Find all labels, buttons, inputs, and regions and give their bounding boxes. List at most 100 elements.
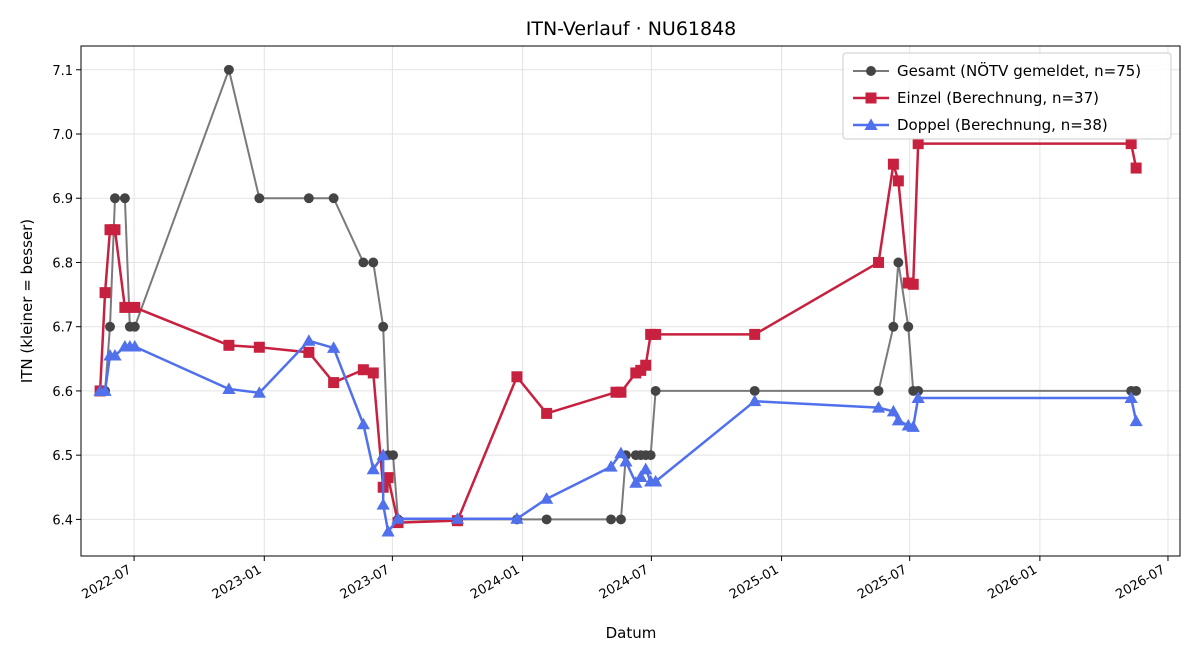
legend: Gesamt (NÖTV gemeldet, n=75) Einzel (Bere… xyxy=(842,52,1172,140)
data-point-einzel xyxy=(109,224,121,236)
grid-lines xyxy=(81,46,1180,556)
y-tick-label: 6.9 xyxy=(52,192,73,207)
x-tick-label: 2024-07 xyxy=(597,562,652,602)
data-point-doppel xyxy=(381,524,395,537)
data-point-einzel xyxy=(907,278,919,290)
data-point-gesamt xyxy=(358,257,369,268)
data-point-einzel xyxy=(912,138,924,150)
y-axis-label: ITN (kleiner = besser) xyxy=(18,219,36,383)
legend-marker-einzel xyxy=(865,92,877,104)
y-tick-label: 7.1 xyxy=(52,64,73,79)
data-point-doppel xyxy=(911,391,925,403)
y-tick-label: 6.4 xyxy=(52,513,73,528)
data-point-doppel xyxy=(1124,391,1138,403)
data-point-doppel xyxy=(128,340,142,352)
x-tick-label: 2026-01 xyxy=(985,562,1040,602)
data-point-einzel xyxy=(129,301,141,313)
data-point-einzel xyxy=(887,158,899,170)
data-point-gesamt xyxy=(254,193,265,204)
data-point-gesamt xyxy=(873,385,884,396)
legend-label-doppel: Doppel (Berechnung, n=38) xyxy=(897,116,1108,134)
data-point-einzel xyxy=(367,367,379,379)
data-point-gesamt xyxy=(893,257,904,268)
data-point-einzel xyxy=(99,287,111,299)
data-point-doppel xyxy=(540,492,554,504)
data-point-gesamt xyxy=(903,321,914,332)
data-point-doppel xyxy=(327,341,341,353)
data-point-doppel xyxy=(639,462,653,475)
data-point-gesamt xyxy=(1131,385,1142,396)
data-point-gesamt xyxy=(645,450,656,461)
data-point-doppel xyxy=(1129,414,1143,427)
x-axis-label: Datum xyxy=(606,624,657,642)
data-point-einzel xyxy=(749,328,761,340)
data-point-doppel xyxy=(356,417,370,430)
data-point-doppel xyxy=(634,470,648,482)
data-point-einzel xyxy=(541,407,553,419)
chart-title: ITN-Verlauf · NU61848 xyxy=(526,18,737,40)
data-point-doppel xyxy=(366,462,380,475)
data-point-doppel xyxy=(886,404,900,417)
series-layer xyxy=(93,64,1143,537)
legend-label-einzel: Einzel (Berechnung, n=37) xyxy=(897,89,1099,107)
x-tick-label: 2022-07 xyxy=(80,562,135,602)
x-tick-label: 2023-01 xyxy=(210,562,265,602)
data-point-gesamt xyxy=(913,385,924,396)
data-point-gesamt xyxy=(606,514,616,525)
data-point-einzel xyxy=(382,472,394,484)
data-point-doppel xyxy=(302,334,316,346)
data-point-doppel xyxy=(450,512,465,524)
data-point-gesamt xyxy=(388,450,399,461)
data-point-einzel xyxy=(253,341,265,353)
data-point-doppel xyxy=(376,498,390,510)
data-point-einzel xyxy=(1130,162,1142,174)
data-point-einzel xyxy=(873,256,885,268)
data-point-doppel xyxy=(891,413,905,426)
data-point-doppel xyxy=(252,386,266,398)
legend-label-gesamt: Gesamt (NÖTV gemeldet, n=75) xyxy=(897,61,1141,80)
data-point-gesamt xyxy=(110,193,120,204)
data-point-gesamt xyxy=(378,321,389,332)
data-point-einzel xyxy=(892,175,904,187)
data-point-gesamt xyxy=(119,193,130,204)
data-point-einzel xyxy=(119,301,131,313)
data-point-gesamt xyxy=(303,193,314,204)
data-point-gesamt xyxy=(105,321,115,332)
x-tick-label: 2026-07 xyxy=(1113,562,1168,602)
data-point-einzel xyxy=(328,377,340,389)
y-tick-label: 6.8 xyxy=(52,256,73,271)
data-point-doppel xyxy=(748,394,762,407)
series-doppel xyxy=(93,334,1143,537)
series-line-einzel xyxy=(98,142,1138,524)
data-point-einzel xyxy=(303,346,315,358)
data-point-einzel xyxy=(640,359,652,371)
y-tick-label: 6.5 xyxy=(52,449,73,464)
data-point-doppel xyxy=(629,476,643,488)
data-point-doppel xyxy=(604,460,618,472)
series-line-doppel xyxy=(100,339,1138,533)
data-point-doppel xyxy=(98,384,112,396)
data-point-doppel xyxy=(510,512,524,524)
data-point-gesamt xyxy=(223,64,234,75)
x-axis: 2022-07 2023-01 2023-07 2024-01 2024-07 2025-… xyxy=(80,556,1169,603)
data-point-gesamt xyxy=(650,385,661,396)
data-point-gesamt xyxy=(888,321,899,332)
data-point-gesamt xyxy=(368,257,379,268)
data-point-einzel xyxy=(511,371,523,383)
data-point-gesamt xyxy=(541,514,552,525)
data-point-doppel xyxy=(391,512,405,524)
y-tick-label: 6.7 xyxy=(52,321,73,336)
data-point-doppel xyxy=(614,446,628,459)
data-point-doppel xyxy=(649,474,663,487)
data-point-doppel xyxy=(871,401,886,413)
series-einzel xyxy=(94,138,1142,529)
legend-marker-doppel xyxy=(864,118,878,130)
data-point-einzel xyxy=(1125,138,1137,150)
y-tick-label: 6.6 xyxy=(52,385,73,400)
data-point-doppel xyxy=(108,348,122,361)
data-point-gesamt xyxy=(129,321,140,332)
x-tick-label: 2025-01 xyxy=(727,562,782,602)
data-point-doppel xyxy=(222,382,236,394)
data-point-doppel xyxy=(619,454,633,467)
